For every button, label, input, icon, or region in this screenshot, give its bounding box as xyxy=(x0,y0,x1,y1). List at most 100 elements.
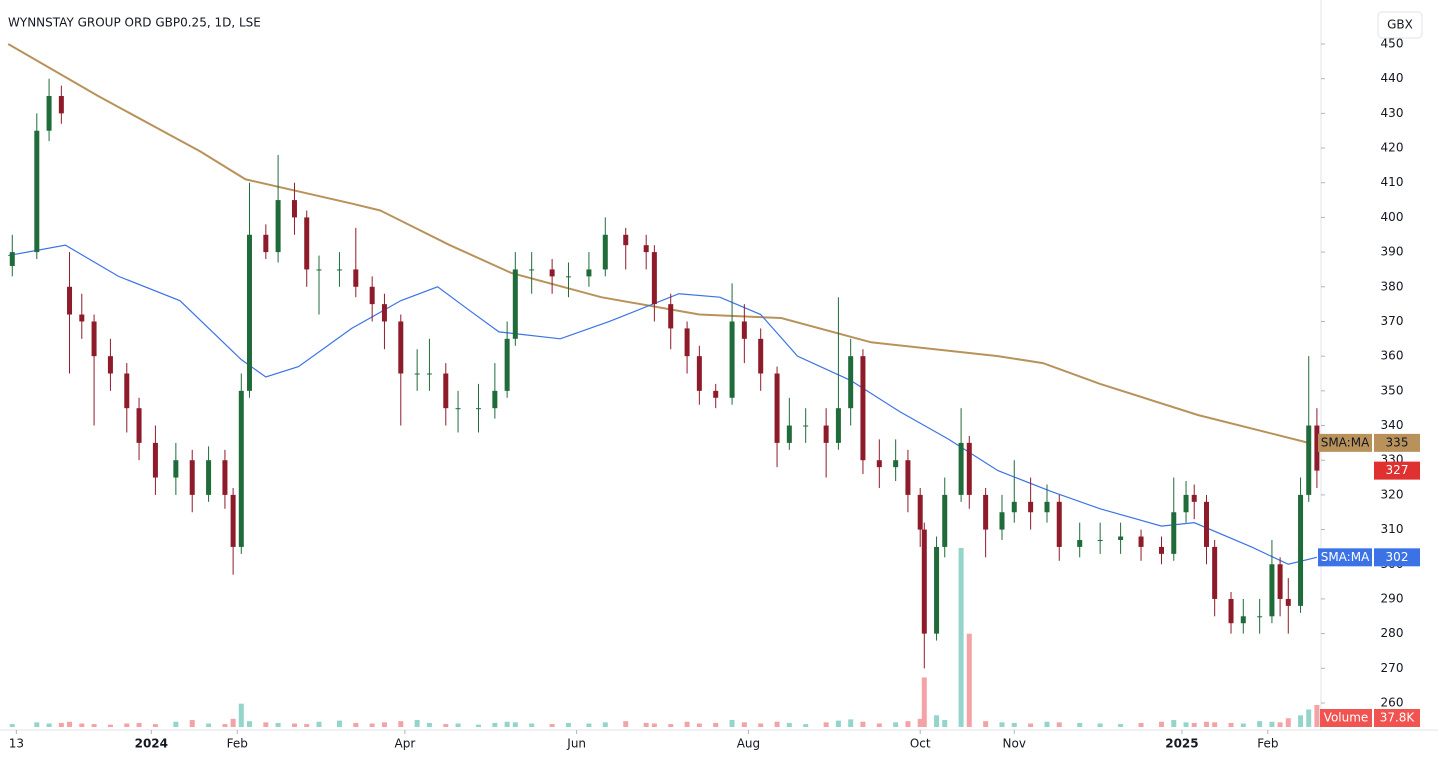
volume-bar xyxy=(238,703,244,727)
volume-bar xyxy=(275,722,281,727)
candle-body xyxy=(1183,494,1189,513)
candle-body xyxy=(1306,425,1312,495)
y-tick-label: 320 xyxy=(1381,487,1404,501)
candle-body xyxy=(1269,564,1275,617)
moving-average-line xyxy=(7,43,1309,444)
volume-bar xyxy=(1212,722,1218,727)
candle-body xyxy=(58,96,64,114)
candle-body xyxy=(34,130,40,253)
candle-body xyxy=(983,494,989,530)
candle-body xyxy=(684,328,690,357)
volume-bar xyxy=(91,724,97,727)
y-tick-label: 440 xyxy=(1381,71,1404,85)
candle-body xyxy=(668,304,674,329)
volume-bar xyxy=(983,721,989,727)
volume-bar xyxy=(353,722,359,727)
candle-body xyxy=(1118,536,1124,540)
volume-bar xyxy=(942,720,948,727)
volume-bar xyxy=(206,723,212,727)
candle-body xyxy=(492,390,498,409)
volume-bar xyxy=(917,718,923,727)
volume-bar xyxy=(512,722,518,727)
candle-body xyxy=(107,356,113,374)
candle-body xyxy=(999,512,1005,530)
volume-bar xyxy=(966,633,972,727)
candle-body xyxy=(512,269,518,339)
candle-body xyxy=(958,442,964,495)
volume-bar xyxy=(713,722,719,727)
volume-bar xyxy=(1056,722,1062,727)
candle-body xyxy=(942,494,948,547)
currency-label[interactable]: GBX xyxy=(1387,18,1413,32)
y-tick-label: 380 xyxy=(1381,279,1404,293)
candle-body xyxy=(1285,598,1291,606)
candle-body xyxy=(9,252,15,266)
candle-body xyxy=(263,234,269,253)
volume-bar xyxy=(823,722,829,727)
x-tick-label: Jun xyxy=(566,737,586,751)
candle-body xyxy=(336,269,342,271)
candle-body xyxy=(1212,546,1218,599)
volume-bar xyxy=(304,724,310,727)
volume-bar xyxy=(741,722,747,727)
volume-bar xyxy=(529,723,535,727)
candle-body xyxy=(848,356,854,409)
volume-bar xyxy=(934,715,940,727)
candle-body xyxy=(876,460,882,468)
volume-bar xyxy=(1158,721,1164,727)
ma-price-tag-name-box xyxy=(1318,548,1372,567)
volume-bar xyxy=(9,724,15,727)
volume-bar xyxy=(398,721,404,727)
y-tick-label: 310 xyxy=(1381,522,1404,536)
y-tick-label: 340 xyxy=(1381,418,1404,432)
volume-bar xyxy=(369,723,375,727)
candle-body xyxy=(1011,501,1017,513)
volume-bar xyxy=(1269,721,1275,727)
volume-bar xyxy=(1228,722,1234,727)
volume-bar xyxy=(1240,723,1246,727)
candle-body xyxy=(565,276,571,278)
y-tick-label: 270 xyxy=(1381,661,1404,675)
volume-bar xyxy=(1028,723,1034,727)
volume-bar xyxy=(414,720,420,727)
y-tick-label: 430 xyxy=(1381,106,1404,120)
candle-body xyxy=(860,356,866,461)
candle-body xyxy=(1044,501,1050,513)
volume-bar xyxy=(696,723,702,727)
volume-bar xyxy=(549,724,555,727)
x-tick-label: Nov xyxy=(1003,737,1026,751)
volume-bar xyxy=(1314,704,1320,727)
y-tick-label: 420 xyxy=(1381,141,1404,155)
volume-bar xyxy=(1257,721,1263,727)
candle-body xyxy=(476,408,482,410)
candle-body xyxy=(230,494,236,547)
candle-body xyxy=(1171,512,1177,554)
y-tick-label: 390 xyxy=(1381,245,1404,259)
volume-name: Volume xyxy=(1324,711,1369,725)
candle-body xyxy=(1298,494,1304,606)
volume-bar xyxy=(1011,722,1017,727)
candle-body xyxy=(1138,536,1144,547)
currency-button[interactable] xyxy=(1377,11,1423,39)
candle-body xyxy=(238,390,244,547)
y-tick-label: 290 xyxy=(1381,591,1404,605)
candle-body xyxy=(1277,564,1283,599)
candle-body xyxy=(623,234,629,246)
volume-bar xyxy=(455,723,461,727)
volume-bar xyxy=(999,722,1005,727)
volume-bar xyxy=(1298,715,1304,727)
candle-body xyxy=(353,269,359,287)
x-tick-label: Feb xyxy=(1257,737,1278,751)
volume-bar xyxy=(643,722,649,727)
candle-body xyxy=(1314,425,1320,471)
y-tick-label: 410 xyxy=(1381,175,1404,189)
y-tick-label: 400 xyxy=(1381,210,1404,224)
candle-body xyxy=(136,408,142,443)
volume-bar xyxy=(152,724,158,727)
candle-body xyxy=(152,442,158,478)
candle-body xyxy=(1158,546,1164,554)
candle-body xyxy=(696,356,702,391)
volume-bar xyxy=(893,722,899,727)
candle-body xyxy=(1056,501,1062,547)
y-tick-label: 260 xyxy=(1381,696,1404,710)
